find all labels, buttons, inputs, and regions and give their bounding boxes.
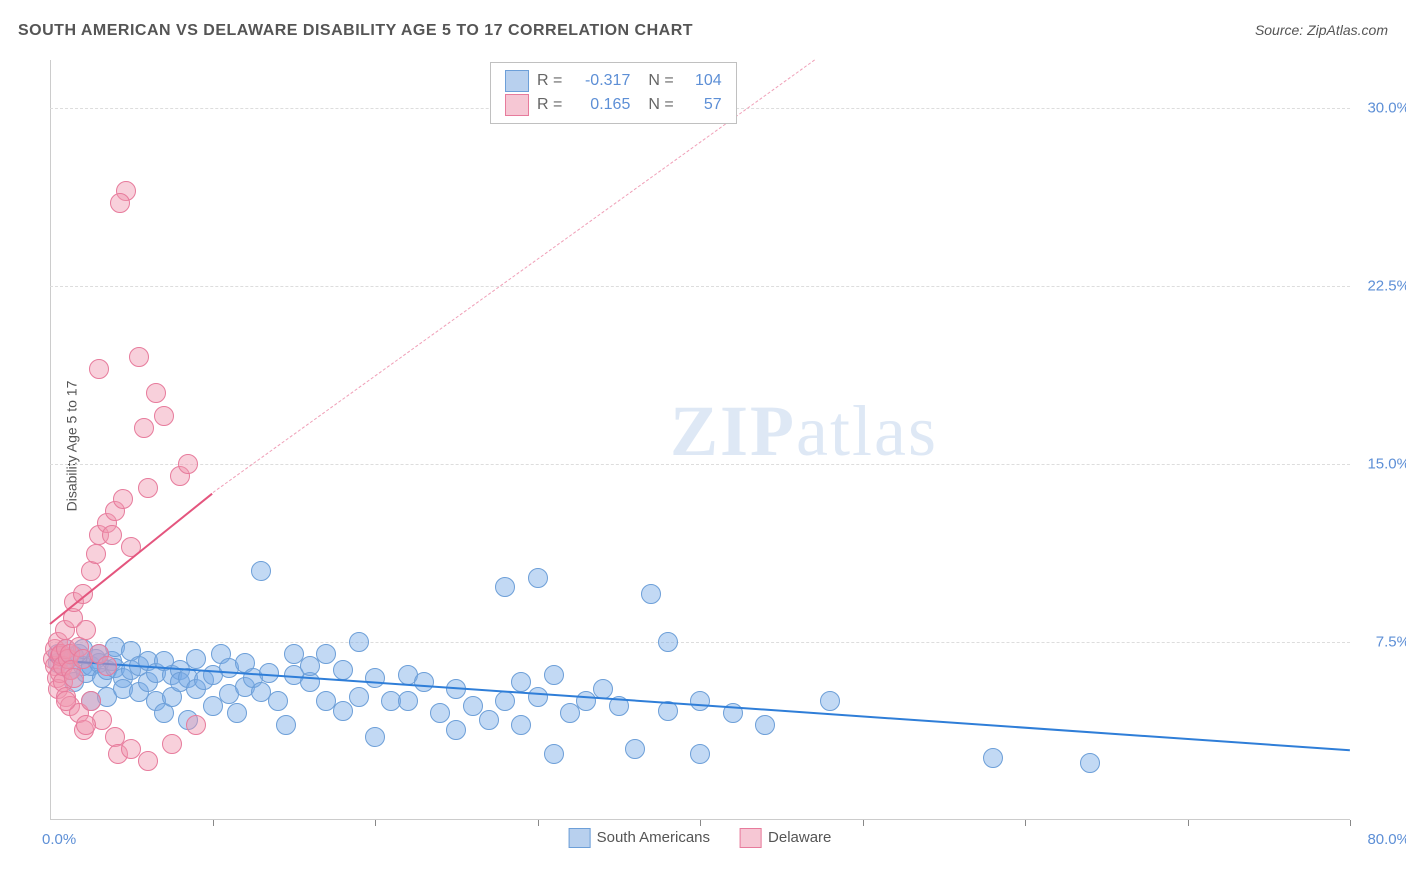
x-min-label: 0.0% [42,831,76,848]
data-point [102,525,122,545]
trend-line-ext-delaware [212,60,814,493]
x-tick-mark [213,820,214,826]
series-legend-item: South Americans [569,828,710,848]
x-max-label: 80.0% [1367,831,1406,848]
legend-row: R = -0.317 N = 104 [505,69,722,93]
data-point [414,672,434,692]
data-point [97,656,117,676]
data-point [1080,753,1100,773]
data-point [333,660,353,680]
x-tick-mark [538,820,539,826]
data-point [446,720,466,740]
source-label: Source: ZipAtlas.com [1255,22,1388,38]
scatter-plot: 7.5%15.0%22.5%30.0%0.0%80.0%South Americ… [50,60,1350,820]
data-point [625,739,645,759]
data-point [495,691,515,711]
data-point [365,668,385,688]
data-point [251,561,271,581]
x-tick-mark [1188,820,1189,826]
data-point [110,193,130,213]
data-point [138,478,158,498]
data-point [690,744,710,764]
legend-swatch [505,94,529,116]
legend-row: R = 0.165 N = 57 [505,93,722,117]
data-point [64,668,84,688]
y-axis-line [50,60,51,820]
data-point [86,544,106,564]
x-tick-mark [1025,820,1026,826]
data-point [134,418,154,438]
data-point [113,489,133,509]
y-tick-label: 7.5% [1376,633,1406,650]
data-point [544,665,564,685]
data-point [76,715,96,735]
series-legend: South Americans Delaware [569,828,832,848]
data-point [56,691,76,711]
data-point [544,744,564,764]
gridline [50,464,1350,465]
data-point [349,687,369,707]
data-point [81,691,101,711]
data-point [690,691,710,711]
x-tick-mark [375,820,376,826]
legend-swatch [569,828,591,848]
data-point [333,701,353,721]
r-label: R = [537,72,562,90]
data-point [316,644,336,664]
data-point [528,568,548,588]
legend-swatch [505,70,529,92]
r-value: -0.317 [570,72,630,90]
data-point [154,406,174,426]
data-point [186,715,206,735]
data-point [398,691,418,711]
x-tick-mark [700,820,701,826]
x-tick-mark [1350,820,1351,826]
data-point [162,734,182,754]
data-point [129,347,149,367]
n-value: 104 [682,72,722,90]
data-point [528,687,548,707]
data-point [495,577,515,597]
trend-line-south_americans [50,659,1350,751]
data-point [755,715,775,735]
data-point [511,672,531,692]
legend-swatch [740,828,762,848]
data-point [463,696,483,716]
data-point [227,703,247,723]
data-point [983,748,1003,768]
data-point [820,691,840,711]
data-point [178,454,198,474]
data-point [146,383,166,403]
data-point [479,710,499,730]
data-point [76,620,96,640]
data-point [186,649,206,669]
data-point [430,703,450,723]
n-value: 57 [682,96,722,114]
data-point [268,691,288,711]
y-tick-label: 22.5% [1367,277,1406,294]
gridline [50,642,1350,643]
data-point [89,359,109,379]
data-point [658,632,678,652]
n-label: N = [648,72,673,90]
data-point [365,727,385,747]
x-tick-mark [863,820,864,826]
y-tick-label: 15.0% [1367,455,1406,472]
data-point [138,751,158,771]
series-legend-item: Delaware [740,828,831,848]
r-label: R = [537,96,562,114]
data-point [641,584,661,604]
trend-line-delaware [49,492,213,624]
data-point [276,715,296,735]
y-tick-label: 30.0% [1367,99,1406,116]
correlation-legend: R = -0.317 N = 104 R = 0.165 N = 57 [490,62,737,124]
chart-title: SOUTH AMERICAN VS DELAWARE DISABILITY AG… [18,22,693,40]
gridline [50,286,1350,287]
data-point [349,632,369,652]
r-value: 0.165 [570,96,630,114]
n-label: N = [648,96,673,114]
data-point [511,715,531,735]
